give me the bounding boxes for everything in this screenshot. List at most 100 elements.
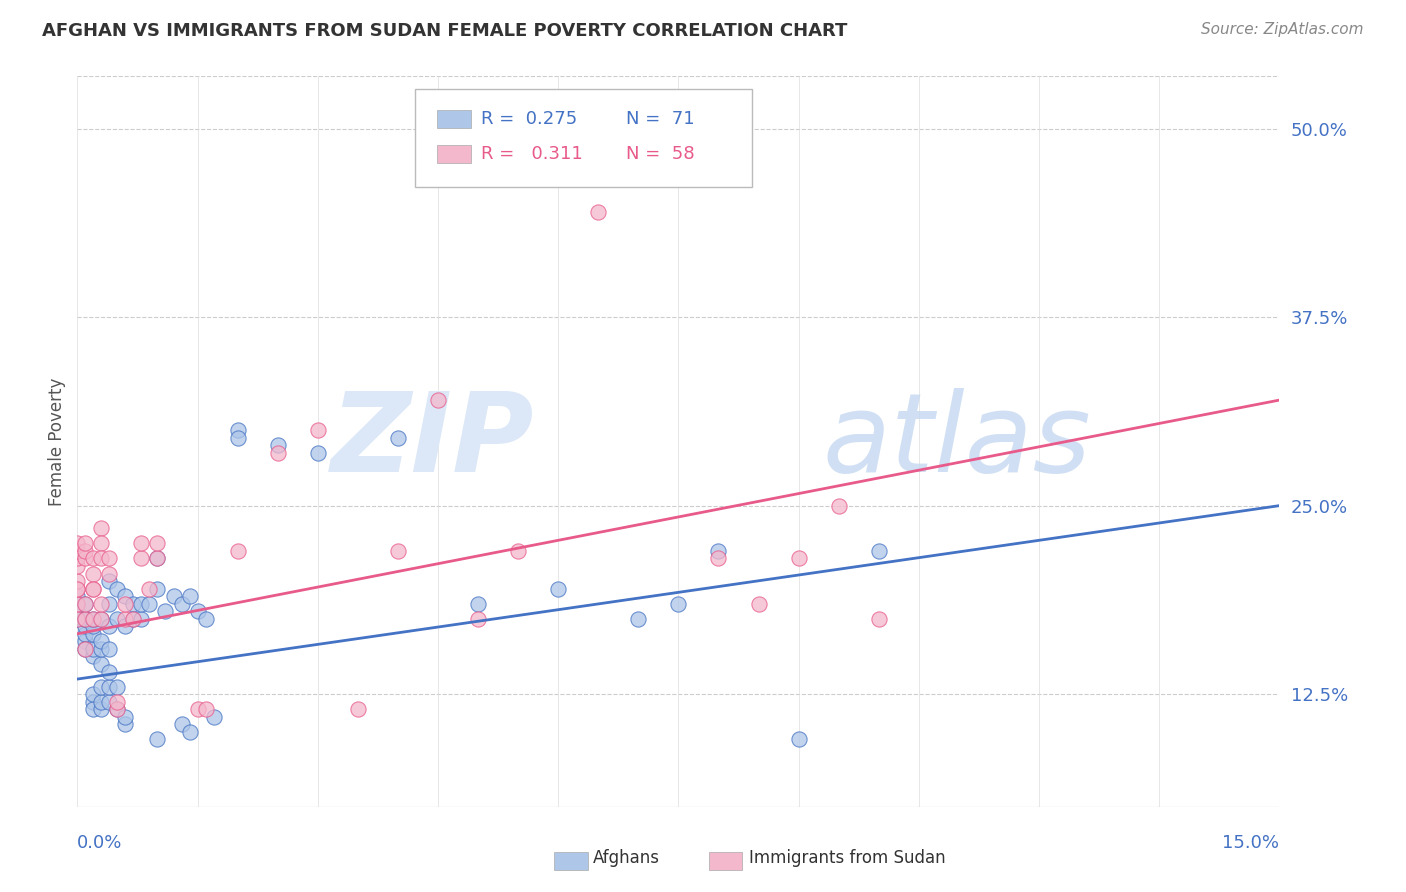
Point [114, 597, 136, 611]
Point [107, 612, 129, 626]
Point [122, 612, 145, 626]
Point [75, 641, 97, 656]
Point [107, 702, 129, 716]
Text: 15.0%: 15.0% [1222, 834, 1279, 852]
Point [82, 566, 104, 581]
Point [90, 702, 112, 716]
Text: AFGHAN VS IMMIGRANTS FROM SUDAN FEMALE POVERTY CORRELATION CHART: AFGHAN VS IMMIGRANTS FROM SUDAN FEMALE P… [42, 22, 848, 40]
Point [186, 702, 209, 716]
Point [98, 566, 121, 581]
Point [66, 558, 89, 573]
Point [547, 582, 569, 596]
Point [82, 641, 104, 656]
Point [90, 657, 112, 671]
Text: atlas: atlas [823, 388, 1091, 495]
Point [90, 597, 112, 611]
Text: R =   0.311: R = 0.311 [481, 145, 582, 163]
Point [75, 627, 97, 641]
Point [427, 393, 450, 408]
Point [75, 597, 97, 611]
Point [98, 695, 121, 709]
Point [90, 680, 112, 694]
Point [75, 612, 97, 626]
Point [267, 438, 290, 452]
Point [66, 612, 89, 626]
Point [75, 641, 97, 656]
Point [131, 612, 153, 626]
Point [202, 710, 225, 724]
Point [66, 612, 89, 626]
Point [267, 446, 290, 460]
Point [122, 612, 145, 626]
Point [90, 551, 112, 566]
Point [186, 604, 209, 618]
Point [787, 732, 810, 747]
Point [75, 544, 97, 558]
Point [226, 431, 249, 445]
Point [75, 619, 97, 633]
Point [82, 649, 104, 664]
Point [66, 604, 89, 618]
Point [146, 582, 169, 596]
Point [90, 634, 112, 648]
Point [138, 582, 160, 596]
Point [226, 423, 249, 437]
Point [98, 665, 121, 679]
Point [138, 597, 160, 611]
Point [467, 612, 489, 626]
Point [170, 597, 193, 611]
Point [75, 551, 97, 566]
Point [82, 582, 104, 596]
Point [66, 544, 89, 558]
Point [146, 732, 169, 747]
Point [868, 612, 890, 626]
Point [226, 544, 249, 558]
Point [668, 597, 690, 611]
Point [98, 574, 121, 588]
Point [307, 446, 329, 460]
Point [107, 680, 129, 694]
Text: R =  0.275: R = 0.275 [481, 110, 576, 128]
Point [107, 695, 129, 709]
Point [66, 551, 89, 566]
Point [146, 536, 169, 550]
Text: ZIP: ZIP [330, 388, 534, 495]
Point [122, 597, 145, 611]
Point [707, 544, 730, 558]
Point [98, 680, 121, 694]
Point [588, 204, 610, 219]
Point [82, 612, 104, 626]
Point [107, 582, 129, 596]
Point [66, 574, 89, 588]
Point [508, 544, 530, 558]
Point [307, 423, 329, 437]
Text: N =  58: N = 58 [626, 145, 695, 163]
Point [66, 582, 89, 596]
Text: N =  71: N = 71 [626, 110, 695, 128]
Point [66, 536, 89, 550]
Point [179, 724, 201, 739]
Point [82, 702, 104, 716]
Point [194, 612, 217, 626]
Point [90, 536, 112, 550]
Point [748, 597, 770, 611]
Point [828, 499, 851, 513]
Point [75, 612, 97, 626]
Point [194, 702, 217, 716]
Point [82, 612, 104, 626]
Point [787, 551, 810, 566]
Point [98, 619, 121, 633]
Point [66, 612, 89, 626]
Point [114, 717, 136, 731]
Point [114, 612, 136, 626]
Point [98, 641, 121, 656]
Text: Immigrants from Sudan: Immigrants from Sudan [749, 849, 946, 867]
Point [66, 582, 89, 596]
Point [82, 619, 104, 633]
Point [387, 431, 409, 445]
Point [387, 544, 409, 558]
Point [90, 612, 112, 626]
Point [66, 597, 89, 611]
Y-axis label: Female Poverty: Female Poverty [48, 377, 66, 506]
Text: Afghans: Afghans [593, 849, 661, 867]
